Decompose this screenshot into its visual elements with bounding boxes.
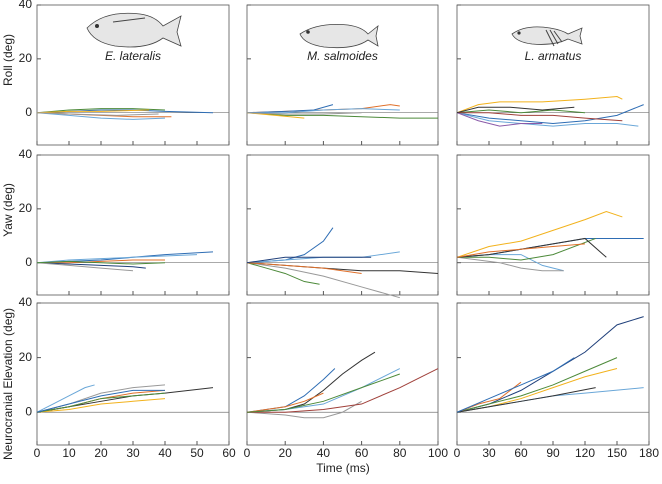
x-tick-label: 0 <box>244 446 251 460</box>
data-line <box>36 262 146 269</box>
x-tick-label: 30 <box>482 446 496 460</box>
data-line <box>456 357 618 413</box>
data-line <box>456 96 623 114</box>
y-axis-label: Neurocranial Elevation (deg) <box>1 308 15 460</box>
data-line <box>36 392 166 413</box>
x-axis-label: Time (ms) <box>316 461 370 475</box>
y-axis-label: Yaw (deg) <box>1 183 15 237</box>
fish-illustrations <box>86 12 583 49</box>
x-tick-label: 60 <box>222 446 236 460</box>
y-tick-label: 20 <box>19 350 33 364</box>
data-line <box>247 368 439 413</box>
data-line <box>456 104 644 124</box>
data-line <box>36 112 166 120</box>
data-line <box>36 398 166 413</box>
x-tick-label: 0 <box>454 446 461 460</box>
data-line <box>246 112 438 119</box>
data-line <box>456 316 644 413</box>
data-line <box>456 256 564 272</box>
data-line <box>456 387 596 413</box>
data-line <box>456 237 607 258</box>
data-line <box>456 211 623 258</box>
x-tick-label: 80 <box>393 446 407 460</box>
x-tick-label: 10 <box>62 446 76 460</box>
y-tick-label: 0 <box>25 404 32 418</box>
data-line <box>456 106 575 114</box>
x-tick-label: 90 <box>546 446 560 460</box>
data-line <box>456 112 639 127</box>
panel-frame <box>36 154 230 296</box>
y-tick-label: 40 <box>19 147 33 161</box>
species-title: L. armatus <box>525 49 582 63</box>
data-line <box>456 357 575 413</box>
data-line <box>246 104 334 114</box>
data-line <box>246 262 362 274</box>
data-line <box>246 373 400 413</box>
data-line <box>246 392 324 413</box>
x-tick-label: 0 <box>34 446 41 460</box>
data-line <box>37 259 165 264</box>
x-tick-label: 100 <box>428 446 448 460</box>
data-line <box>456 112 543 127</box>
x-tick-label: 60 <box>355 446 369 460</box>
y-axis-label: Roll (deg) <box>1 34 15 86</box>
y-tick-label: 40 <box>19 0 33 11</box>
panel-frame <box>456 154 650 296</box>
x-tick-label: 20 <box>94 446 108 460</box>
species-title: E. lateralis <box>105 49 161 63</box>
data-line <box>246 262 320 285</box>
data-line <box>246 351 376 413</box>
species-title: M. salmoides <box>307 49 378 63</box>
x-tick-label: 20 <box>279 446 293 460</box>
data-line <box>246 400 362 419</box>
y-tick-label: 0 <box>25 255 32 269</box>
x-tick-label: 180 <box>639 446 659 460</box>
data-line <box>36 260 166 265</box>
data-line <box>456 109 586 114</box>
data-line <box>36 262 134 272</box>
data-line <box>456 243 586 258</box>
data-line <box>246 112 362 115</box>
x-tick-label: 30 <box>126 446 140 460</box>
x-tick-label: 40 <box>317 446 331 460</box>
panel-frame <box>246 302 439 446</box>
x-tick-label: 60 <box>514 446 528 460</box>
panel-frame <box>246 154 439 296</box>
x-tick-label: 120 <box>575 446 595 460</box>
data-line <box>246 112 305 119</box>
x-tick-label: 50 <box>190 446 204 460</box>
data-line <box>36 112 159 116</box>
y-tick-label: 20 <box>19 51 33 65</box>
panel-frame <box>36 302 230 446</box>
data-line <box>246 262 400 299</box>
y-tick-label: 20 <box>19 201 33 215</box>
data-line <box>36 254 198 264</box>
y-tick-label: 40 <box>19 295 33 309</box>
data-line <box>247 108 400 114</box>
panel-frame <box>246 4 439 146</box>
data-line <box>457 237 596 261</box>
data-line <box>36 389 165 413</box>
y-tick-label: 0 <box>25 105 32 119</box>
x-tick-label: 150 <box>607 446 627 460</box>
data-line <box>246 256 372 264</box>
data-line <box>246 368 336 413</box>
data-line <box>457 112 623 122</box>
x-tick-label: 40 <box>158 446 172 460</box>
data-line <box>36 108 166 114</box>
data-line <box>36 109 150 114</box>
data-line <box>36 384 95 413</box>
